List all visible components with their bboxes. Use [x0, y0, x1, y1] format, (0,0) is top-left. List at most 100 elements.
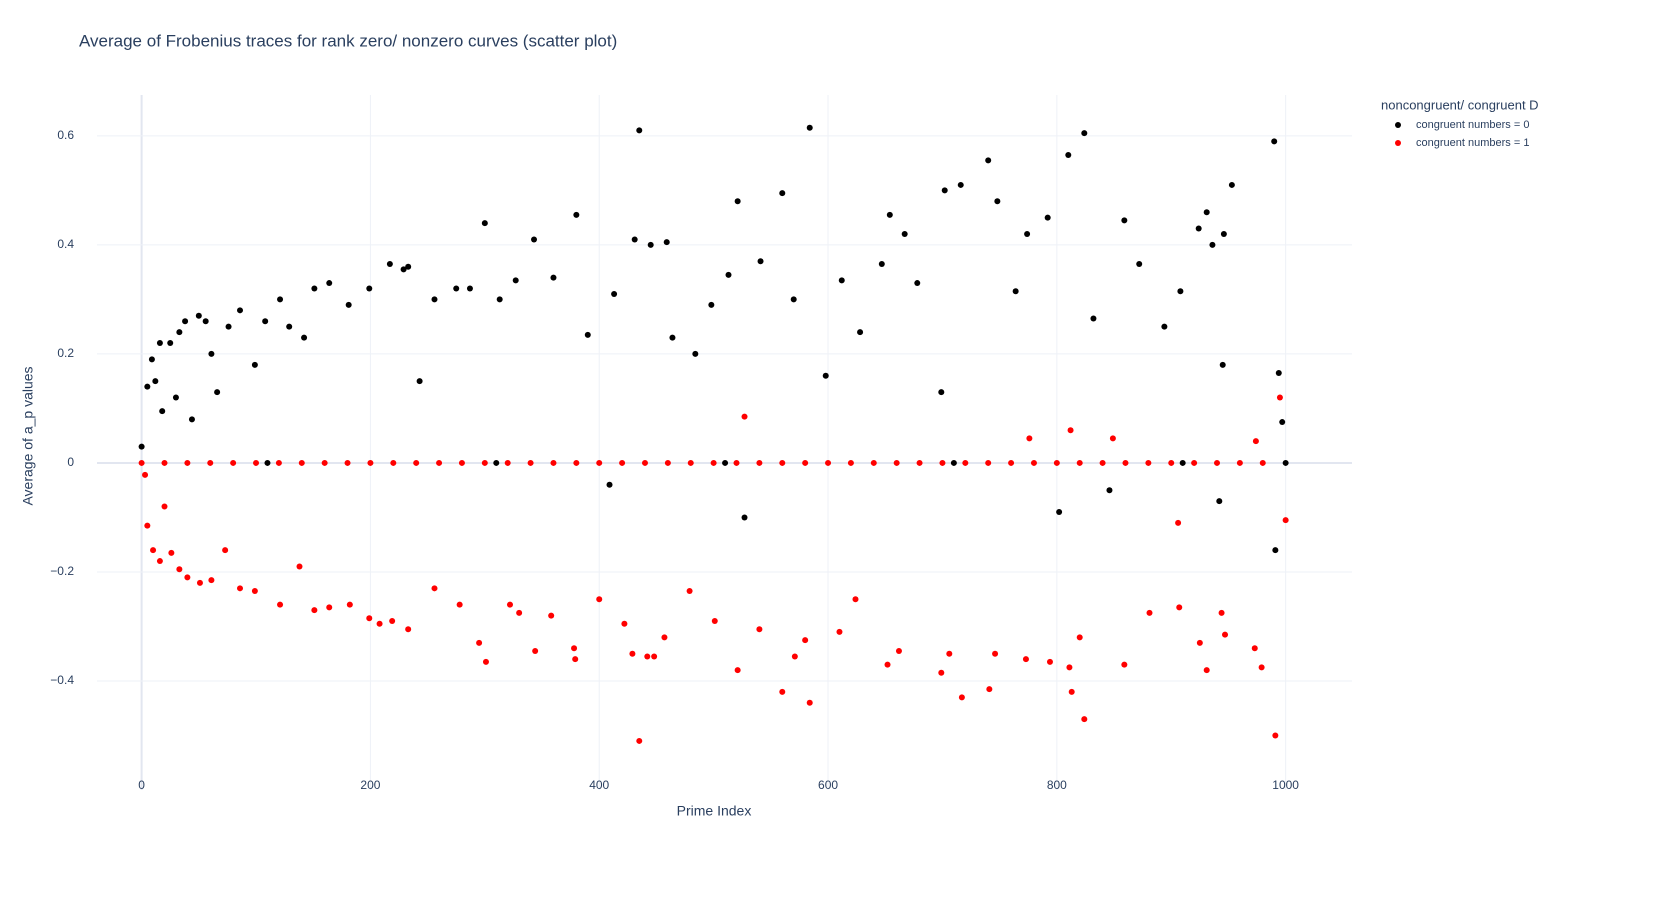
legend-symbol[interactable]: [1395, 122, 1401, 128]
point: [156, 340, 163, 347]
point: [596, 459, 603, 466]
point: [346, 601, 353, 608]
point: [1065, 151, 1072, 158]
point: [142, 471, 149, 478]
point: [941, 187, 948, 194]
point: [202, 318, 209, 325]
point: [344, 459, 351, 466]
point: [1259, 459, 1266, 466]
point: [838, 277, 845, 284]
point: [1203, 209, 1210, 216]
point: [847, 459, 854, 466]
point: [301, 334, 308, 341]
point: [722, 459, 729, 466]
point: [431, 296, 438, 303]
point: [188, 416, 195, 423]
point: [390, 459, 397, 466]
point: [901, 231, 908, 237]
point: [573, 459, 580, 466]
point: [725, 271, 732, 278]
point: [651, 653, 658, 660]
point: [496, 296, 503, 303]
point: [886, 211, 893, 218]
point: [1272, 732, 1279, 739]
point: [230, 459, 237, 466]
point: [1179, 459, 1186, 466]
point: [958, 694, 965, 701]
point: [1251, 645, 1258, 652]
point: [1146, 609, 1153, 616]
point: [663, 239, 670, 246]
point: [436, 459, 443, 466]
point: [641, 459, 648, 466]
point: [1121, 217, 1128, 224]
point: [296, 563, 303, 570]
legend-label[interactable]: congruent numbers = 0: [1416, 119, 1529, 131]
point: [870, 459, 877, 466]
point: [237, 307, 244, 314]
point: [836, 628, 843, 635]
point: [1219, 361, 1226, 368]
point: [476, 639, 483, 646]
point: [825, 459, 832, 466]
point: [326, 604, 333, 611]
point: [275, 459, 282, 466]
point: [692, 350, 699, 357]
point: [413, 459, 420, 466]
point: [506, 601, 513, 608]
x-tick-label: 0: [138, 778, 145, 792]
point: [636, 737, 643, 744]
point: [1228, 181, 1235, 188]
point: [1044, 214, 1051, 221]
point: [962, 459, 969, 466]
point: [1176, 604, 1183, 611]
point: [225, 323, 232, 330]
point: [531, 236, 538, 243]
point: [621, 620, 628, 627]
y-tick-label: −0.4: [50, 673, 74, 687]
point: [806, 124, 813, 131]
point: [1145, 459, 1152, 466]
point: [661, 634, 668, 641]
point: [985, 459, 992, 466]
chart-title: Average of Frobenius traces for rank zer…: [79, 31, 617, 50]
point: [1191, 459, 1198, 466]
x-axis-title: Prime Index: [677, 803, 752, 819]
point: [757, 258, 764, 265]
point: [1252, 438, 1259, 445]
point: [939, 459, 946, 466]
point: [516, 609, 523, 616]
point: [779, 459, 786, 466]
legend-label[interactable]: congruent numbers = 1: [1416, 137, 1529, 149]
point: [1282, 517, 1289, 524]
legend-symbol[interactable]: [1395, 140, 1401, 146]
point: [253, 459, 260, 466]
point: [572, 656, 579, 663]
point: [895, 648, 902, 654]
point: [741, 413, 748, 420]
point: [167, 340, 174, 347]
point: [986, 686, 993, 693]
point: [262, 318, 269, 325]
point: [1090, 315, 1097, 322]
point: [481, 220, 488, 227]
point: [878, 260, 885, 267]
point: [482, 658, 489, 665]
point: [400, 266, 407, 273]
point: [550, 274, 557, 281]
point: [664, 459, 671, 466]
point: [184, 459, 191, 466]
point: [734, 198, 741, 205]
point: [345, 301, 352, 308]
point: [584, 331, 591, 338]
point: [504, 459, 511, 466]
point: [611, 290, 618, 297]
y-axis-title: Average of a_p values: [20, 366, 36, 505]
point: [1026, 435, 1033, 442]
point: [1081, 716, 1088, 723]
x-tick-label: 200: [360, 778, 380, 792]
point: [1276, 394, 1283, 401]
point: [708, 301, 715, 308]
point: [1008, 459, 1015, 466]
